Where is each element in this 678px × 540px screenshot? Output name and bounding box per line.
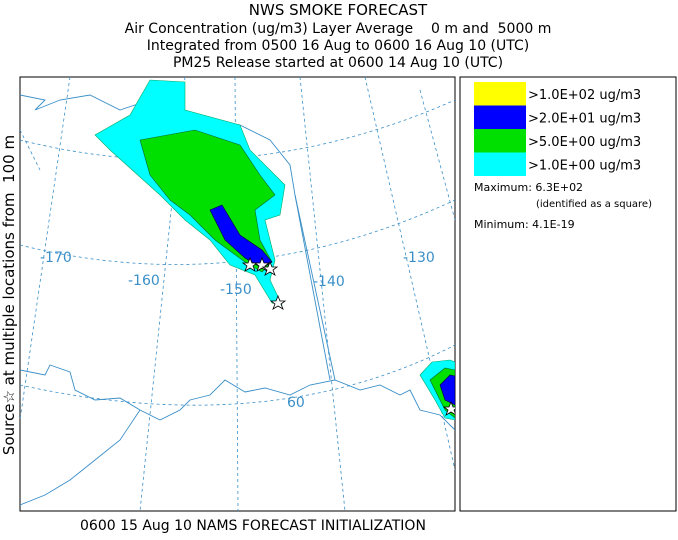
legend-swatch <box>474 82 526 106</box>
side-label: Source☆ at multiple locations from 100 m <box>0 135 18 455</box>
meridian <box>20 77 71 421</box>
map-label: 60 <box>287 395 305 411</box>
legend-label: >5.0E+00 ug/m3 <box>528 135 641 150</box>
legend-swatch <box>474 152 526 176</box>
source-marker <box>269 294 287 310</box>
subtitle: Integrated from 0500 16 Aug to 0600 16 A… <box>147 38 530 54</box>
meridian <box>20 129 41 171</box>
smoke-contour <box>439 374 455 406</box>
legend-maximum-note: (identified as a square) <box>536 199 652 210</box>
legend-swatch <box>474 105 526 129</box>
meridian <box>419 89 455 221</box>
legend-swatch <box>474 129 526 153</box>
legend-maximum: Maximum: 6.3E+02 <box>474 181 583 194</box>
source-markers <box>241 256 455 416</box>
subtitle: Air Concentration (ug/m3) Layer Average … <box>125 21 552 37</box>
source-marker <box>442 400 455 416</box>
coastline <box>20 409 141 506</box>
legend-label: >1.0E+00 ug/m3 <box>528 159 641 174</box>
smoke-contour <box>209 204 273 269</box>
parallel <box>20 99 455 161</box>
map-label: -170 <box>40 250 72 266</box>
map: -170 -160 -150 -140 -130 60 <box>19 76 456 512</box>
footer: 0600 15 Aug 10 NAMS FORECAST INITIALIZAT… <box>80 518 426 534</box>
legend-label: >1.0E+02 ug/m3 <box>528 88 641 103</box>
legend-minimum: Minimum: 4.1E-19 <box>474 218 575 231</box>
legend-label: >2.0E+01 ug/m3 <box>528 112 641 127</box>
border <box>294 194 331 381</box>
subtitle: PM25 Release started at 0600 14 Aug 10 (… <box>173 55 503 71</box>
coastline <box>20 364 336 421</box>
parallel <box>20 199 455 265</box>
meridian <box>364 77 455 471</box>
map-label: -140 <box>313 274 345 290</box>
parallel <box>20 344 455 406</box>
title: NWS SMOKE FORECAST <box>249 1 428 19</box>
meridian <box>299 77 346 511</box>
map-label: -130 <box>403 250 435 266</box>
map-label: -150 <box>220 282 252 298</box>
map-label: -160 <box>128 273 160 289</box>
coastline <box>20 94 455 431</box>
source-marker <box>261 260 279 276</box>
legend: Maximum: 6.3E+02 (identified as a square… <box>459 76 677 512</box>
